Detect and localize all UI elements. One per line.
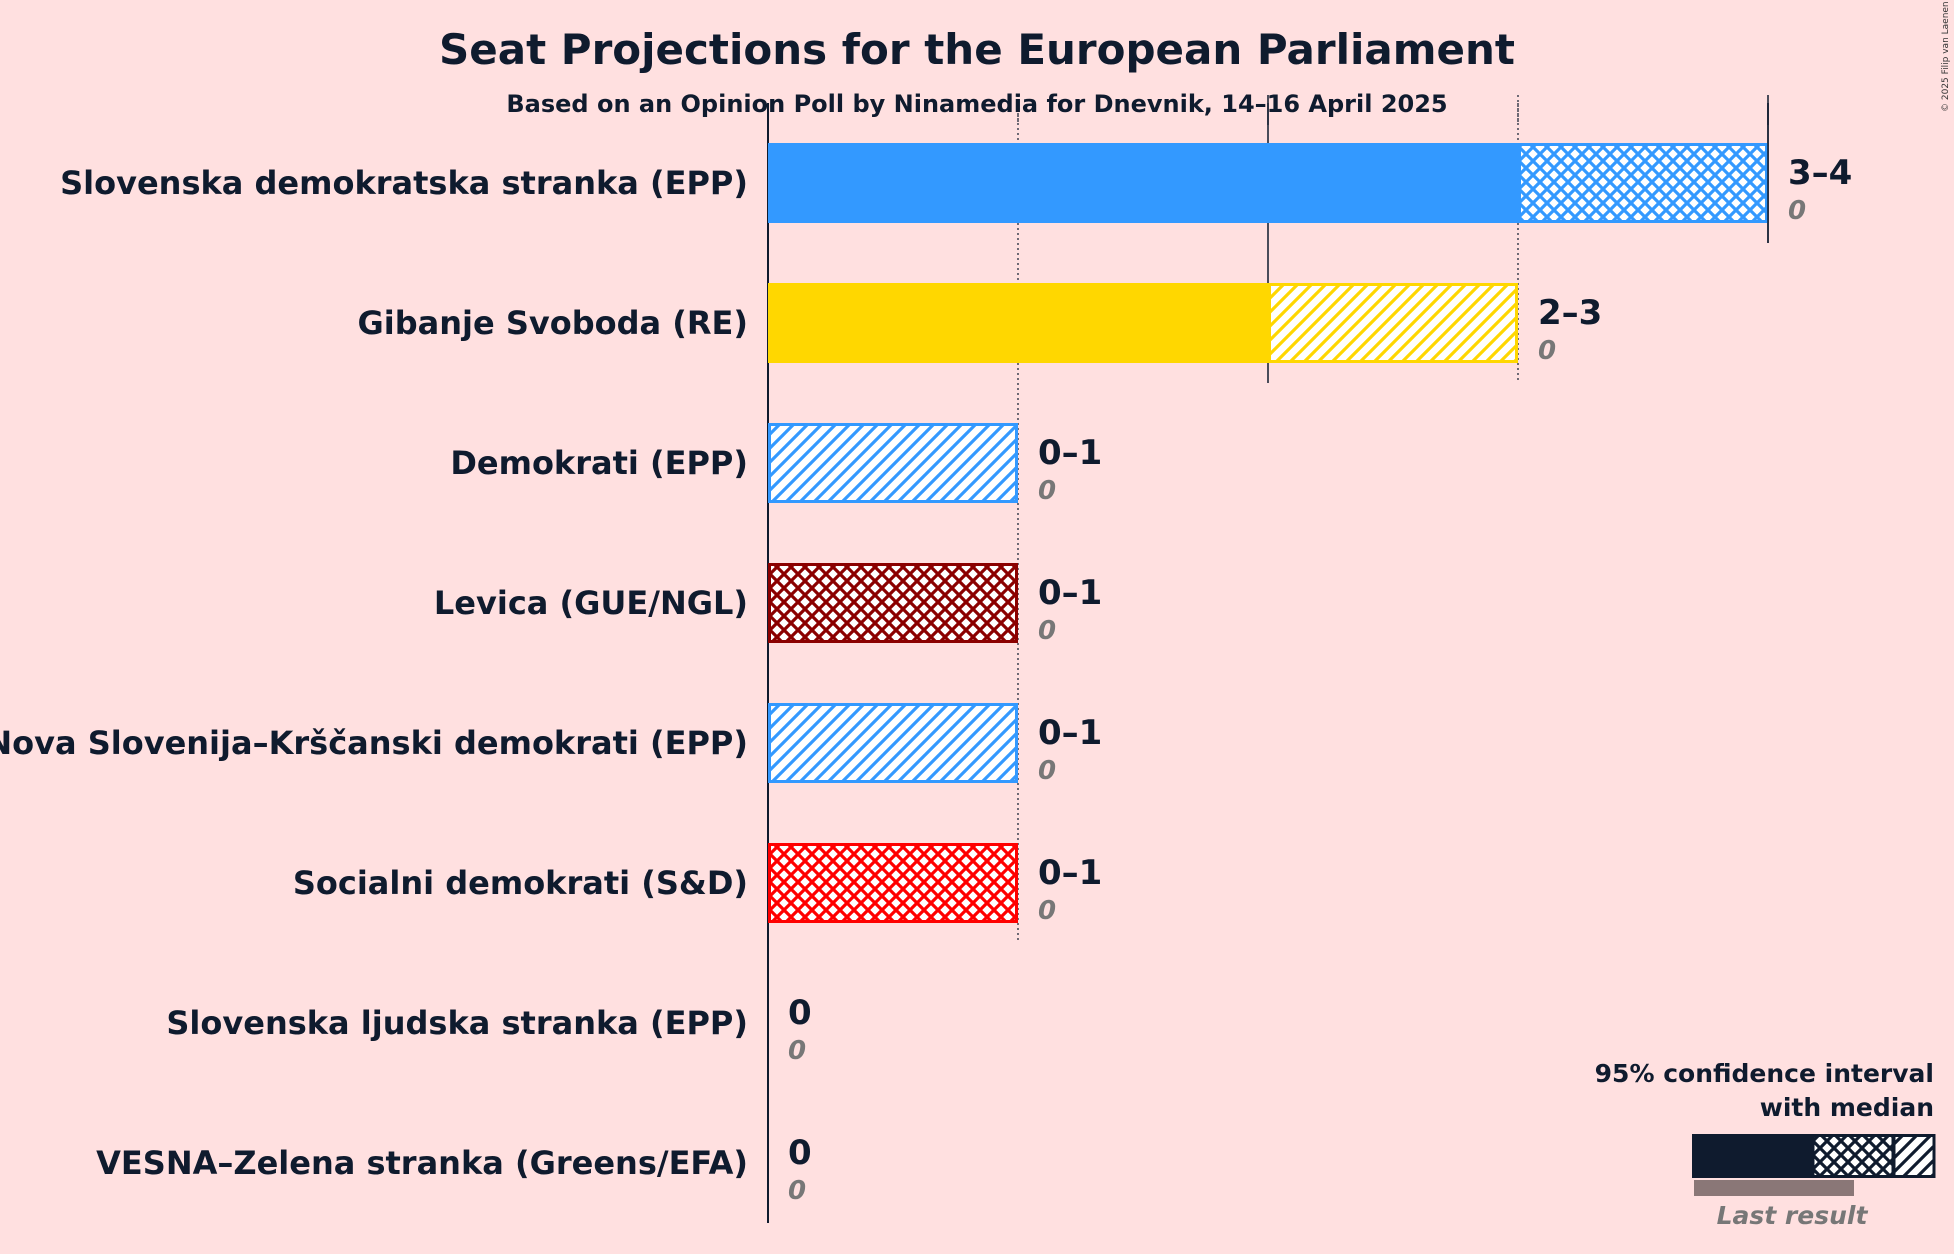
copyright-notice: © 2025 Filip van Laenen <box>1941 1 1951 112</box>
legend-diag-swatch <box>1892 1134 1936 1178</box>
legend-line-1: 95% confidence interval <box>1595 1059 1934 1088</box>
party-label: Slovenska ljudska stranka (EPP) <box>166 1004 748 1042</box>
party-label: Gibanje Svoboda (RE) <box>358 304 749 342</box>
party-label: Socialni demokrati (S&D) <box>293 864 748 902</box>
range-label: 0–1 <box>1038 713 1102 753</box>
party-row: Slovenska ljudska stranka (EPP) 00 <box>166 943 812 1083</box>
median-bar <box>768 143 1518 223</box>
median-bar <box>768 283 1268 363</box>
range-label: 2–3 <box>1538 293 1602 333</box>
last-result-label: 0 <box>1038 476 1056 506</box>
range-label: 0–1 <box>1038 573 1102 613</box>
range-label: 0–1 <box>1038 433 1102 473</box>
party-row: Nova Slovenija–Krščanski demokrati (EPP)… <box>0 663 1102 803</box>
last-result-label: 0 <box>788 1176 806 1206</box>
legend-swatch <box>1692 1134 1936 1196</box>
party-row: VESNA–Zelena stranka (Greens/EFA) 00 <box>96 1083 812 1223</box>
last-result-label: 0 <box>1038 616 1056 646</box>
legend-median-swatch <box>1692 1134 1812 1178</box>
chart-subtitle: Based on an Opinion Poll by Ninamedia fo… <box>506 90 1447 118</box>
party-row: Levica (GUE/NGL) 0–10 <box>434 523 1102 663</box>
party-row: Demokrati (EPP) 0–10 <box>450 383 1102 523</box>
party-label: Levica (GUE/NGL) <box>434 584 748 622</box>
party-label: Demokrati (EPP) <box>450 444 748 482</box>
range-label: 0–1 <box>1038 853 1102 893</box>
legend-cross-swatch <box>1811 1134 1895 1178</box>
party-label: Slovenska demokratska stranka (EPP) <box>60 164 748 202</box>
party-row: Slovenska demokratska stranka (EPP) 3–40 <box>60 103 1852 243</box>
ci-bar <box>768 563 1018 643</box>
party-row: Socialni demokrati (S&D) 0–10 <box>293 803 1102 943</box>
ci-bar <box>768 703 1018 783</box>
bars: Slovenska demokratska stranka (EPP) 3–40G… <box>0 103 1852 1223</box>
party-row: Gibanje Svoboda (RE) 2–30 <box>358 243 1602 383</box>
last-result-label: 0 <box>1788 196 1806 226</box>
legend-last-result-label: Last result <box>1717 1201 1869 1230</box>
party-label: VESNA–Zelena stranka (Greens/EFA) <box>96 1144 748 1182</box>
chart-title: Seat Projections for the European Parlia… <box>439 25 1515 74</box>
range-label: 0 <box>788 993 812 1033</box>
ci-bar <box>1518 143 1768 223</box>
ci-bar <box>1268 283 1518 363</box>
ci-bar <box>768 843 1018 923</box>
range-label: 3–4 <box>1788 153 1852 193</box>
party-label: Nova Slovenija–Krščanski demokrati (EPP) <box>0 724 748 762</box>
last-result-label: 0 <box>1038 896 1056 926</box>
range-label: 0 <box>788 1133 812 1173</box>
last-result-label: 0 <box>1538 336 1556 366</box>
last-result-label: 0 <box>1038 756 1056 786</box>
legend-line-2: with median <box>1760 1093 1934 1122</box>
legend-last-result-bar <box>1694 1180 1854 1196</box>
legend: 95% confidence interval with median Last… <box>1595 1059 1936 1230</box>
last-result-label: 0 <box>788 1036 806 1066</box>
ci-bar <box>768 423 1018 503</box>
